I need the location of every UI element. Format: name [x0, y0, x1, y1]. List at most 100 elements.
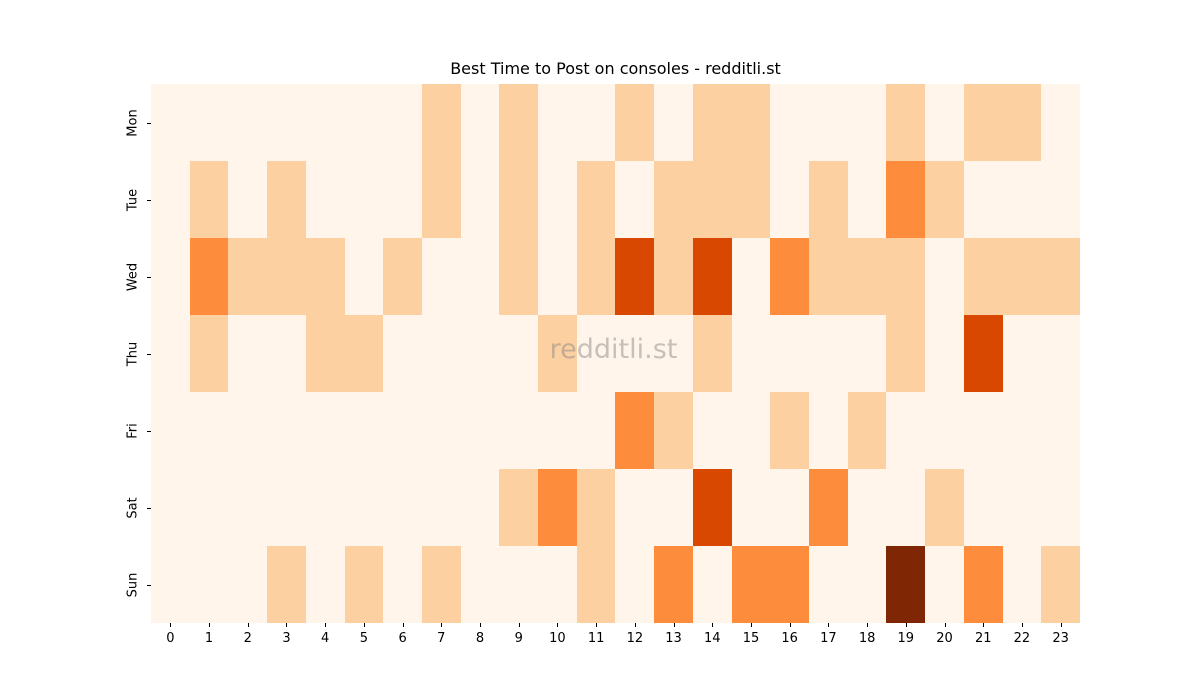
- x-tick-label: 15: [742, 631, 760, 646]
- heatmap-cell: [654, 469, 693, 546]
- heatmap-cell: [1041, 546, 1080, 623]
- heatmap-cell: [383, 84, 422, 161]
- y-tick: [147, 430, 151, 432]
- x-tick-label: 10: [549, 631, 566, 646]
- heatmap-cell: [576, 84, 616, 161]
- heatmap-cell: [654, 238, 693, 315]
- x-tick-label: 19: [897, 631, 915, 646]
- y-tick-label: Wed: [125, 262, 141, 291]
- heatmap-cell: [499, 546, 539, 623]
- x-tick-label: 13: [665, 631, 682, 646]
- heatmap-cell: [770, 546, 810, 623]
- heatmap-cell: [809, 238, 848, 315]
- x-tick-label: 14: [703, 631, 721, 646]
- heatmap-cell: [228, 238, 268, 315]
- heatmap-cell: [1041, 392, 1080, 469]
- heatmap-cell: [383, 315, 422, 392]
- heatmap-cell: [925, 238, 964, 315]
- heatmap-cell: [615, 469, 655, 546]
- heatmap-cell: [809, 84, 848, 161]
- heatmap-cell: [847, 392, 887, 469]
- heatmap-cell: [151, 469, 190, 546]
- heatmap-cell: [615, 161, 655, 238]
- x-tick: [286, 623, 288, 627]
- heatmap-cell: [305, 161, 345, 238]
- heatmap-cell: [1002, 469, 1042, 546]
- heatmap-cell: [963, 392, 1003, 469]
- y-tick: [147, 199, 151, 201]
- heatmap-cell: [925, 469, 964, 546]
- heatmap-cell: [228, 469, 268, 546]
- y-tick-label: Sun: [125, 572, 141, 597]
- heatmap-cell: [886, 392, 926, 469]
- x-tick-label: 1: [204, 631, 214, 646]
- heatmap-cell: [460, 546, 500, 623]
- heatmap-cell: [654, 84, 693, 161]
- heatmap-cell: [1002, 546, 1042, 623]
- y-tick: [147, 122, 151, 124]
- heatmap-cell: [886, 238, 926, 315]
- heatmap-cell: [809, 392, 848, 469]
- heatmap-cell: [460, 238, 500, 315]
- heatmap-cell: [731, 84, 771, 161]
- heatmap-cell: [1041, 84, 1080, 161]
- heatmap-cell: [499, 161, 539, 238]
- heatmap-cell: [228, 546, 268, 623]
- heatmap-cell: [1002, 315, 1042, 392]
- heatmap-cell: [421, 238, 461, 315]
- x-tick-label: 0: [166, 631, 175, 646]
- heatmap-cell: [886, 84, 926, 161]
- heatmap-cell: [421, 161, 461, 238]
- heatmap-cell: [305, 238, 345, 315]
- heatmap-cell: [654, 392, 693, 469]
- heatmap-cell: [228, 84, 268, 161]
- x-tick: [828, 623, 830, 627]
- x-tick-label: 11: [587, 631, 605, 646]
- y-tick-label: Mon: [125, 108, 141, 137]
- chart-title: Best Time to Post on consoles - redditli…: [450, 59, 781, 78]
- heatmap-cell: [267, 238, 306, 315]
- heatmap-cell: [692, 84, 732, 161]
- heatmap-cell: [421, 84, 461, 161]
- x-tick: [247, 623, 249, 627]
- heatmap-cell: [383, 469, 422, 546]
- heatmap-cell: [305, 546, 345, 623]
- heatmap-cell: [770, 238, 810, 315]
- x-tick-label: 17: [820, 631, 837, 646]
- heatmap-cell: [731, 469, 771, 546]
- x-tick-label: 8: [475, 631, 485, 646]
- x-tick: [634, 623, 636, 627]
- heatmap-cell: [731, 161, 771, 238]
- x-tick: [209, 623, 211, 627]
- heatmap-cell: [731, 238, 771, 315]
- heatmap-cell: [963, 469, 1003, 546]
- heatmap-cell: [847, 315, 887, 392]
- x-tick-label: 9: [514, 631, 523, 646]
- heatmap-cell: [576, 546, 616, 623]
- heatmap-cell: [538, 546, 577, 623]
- x-tick: [480, 623, 482, 627]
- heatmap-cell: [809, 315, 848, 392]
- heatmap-cell: [925, 84, 964, 161]
- heatmap-cell: [305, 469, 345, 546]
- y-axis: Mon Tue Wed Thu Fri Sat Sun: [100, 84, 151, 623]
- heatmap-cell: [1041, 469, 1080, 546]
- heatmap-cell: [615, 546, 655, 623]
- heatmap-cell: [460, 315, 500, 392]
- heatmap-cell: [421, 546, 461, 623]
- heatmap-cell: [847, 161, 887, 238]
- heatmap-cell: [460, 84, 500, 161]
- heatmap-cell: [383, 161, 422, 238]
- heatmap-cell: [731, 546, 771, 623]
- heatmap-cell: [421, 315, 461, 392]
- x-tick-label: 4: [321, 631, 330, 646]
- heatmap-cell: [1002, 161, 1042, 238]
- heatmap-cell: [267, 84, 306, 161]
- x-tick: [905, 623, 907, 627]
- heatmap-cell: [886, 546, 926, 623]
- x-tick: [170, 623, 172, 627]
- x-tick-label: 23: [1052, 631, 1069, 646]
- heatmap-cell: [847, 84, 887, 161]
- x-tick: [867, 623, 869, 627]
- heatmap-cell: [189, 392, 229, 469]
